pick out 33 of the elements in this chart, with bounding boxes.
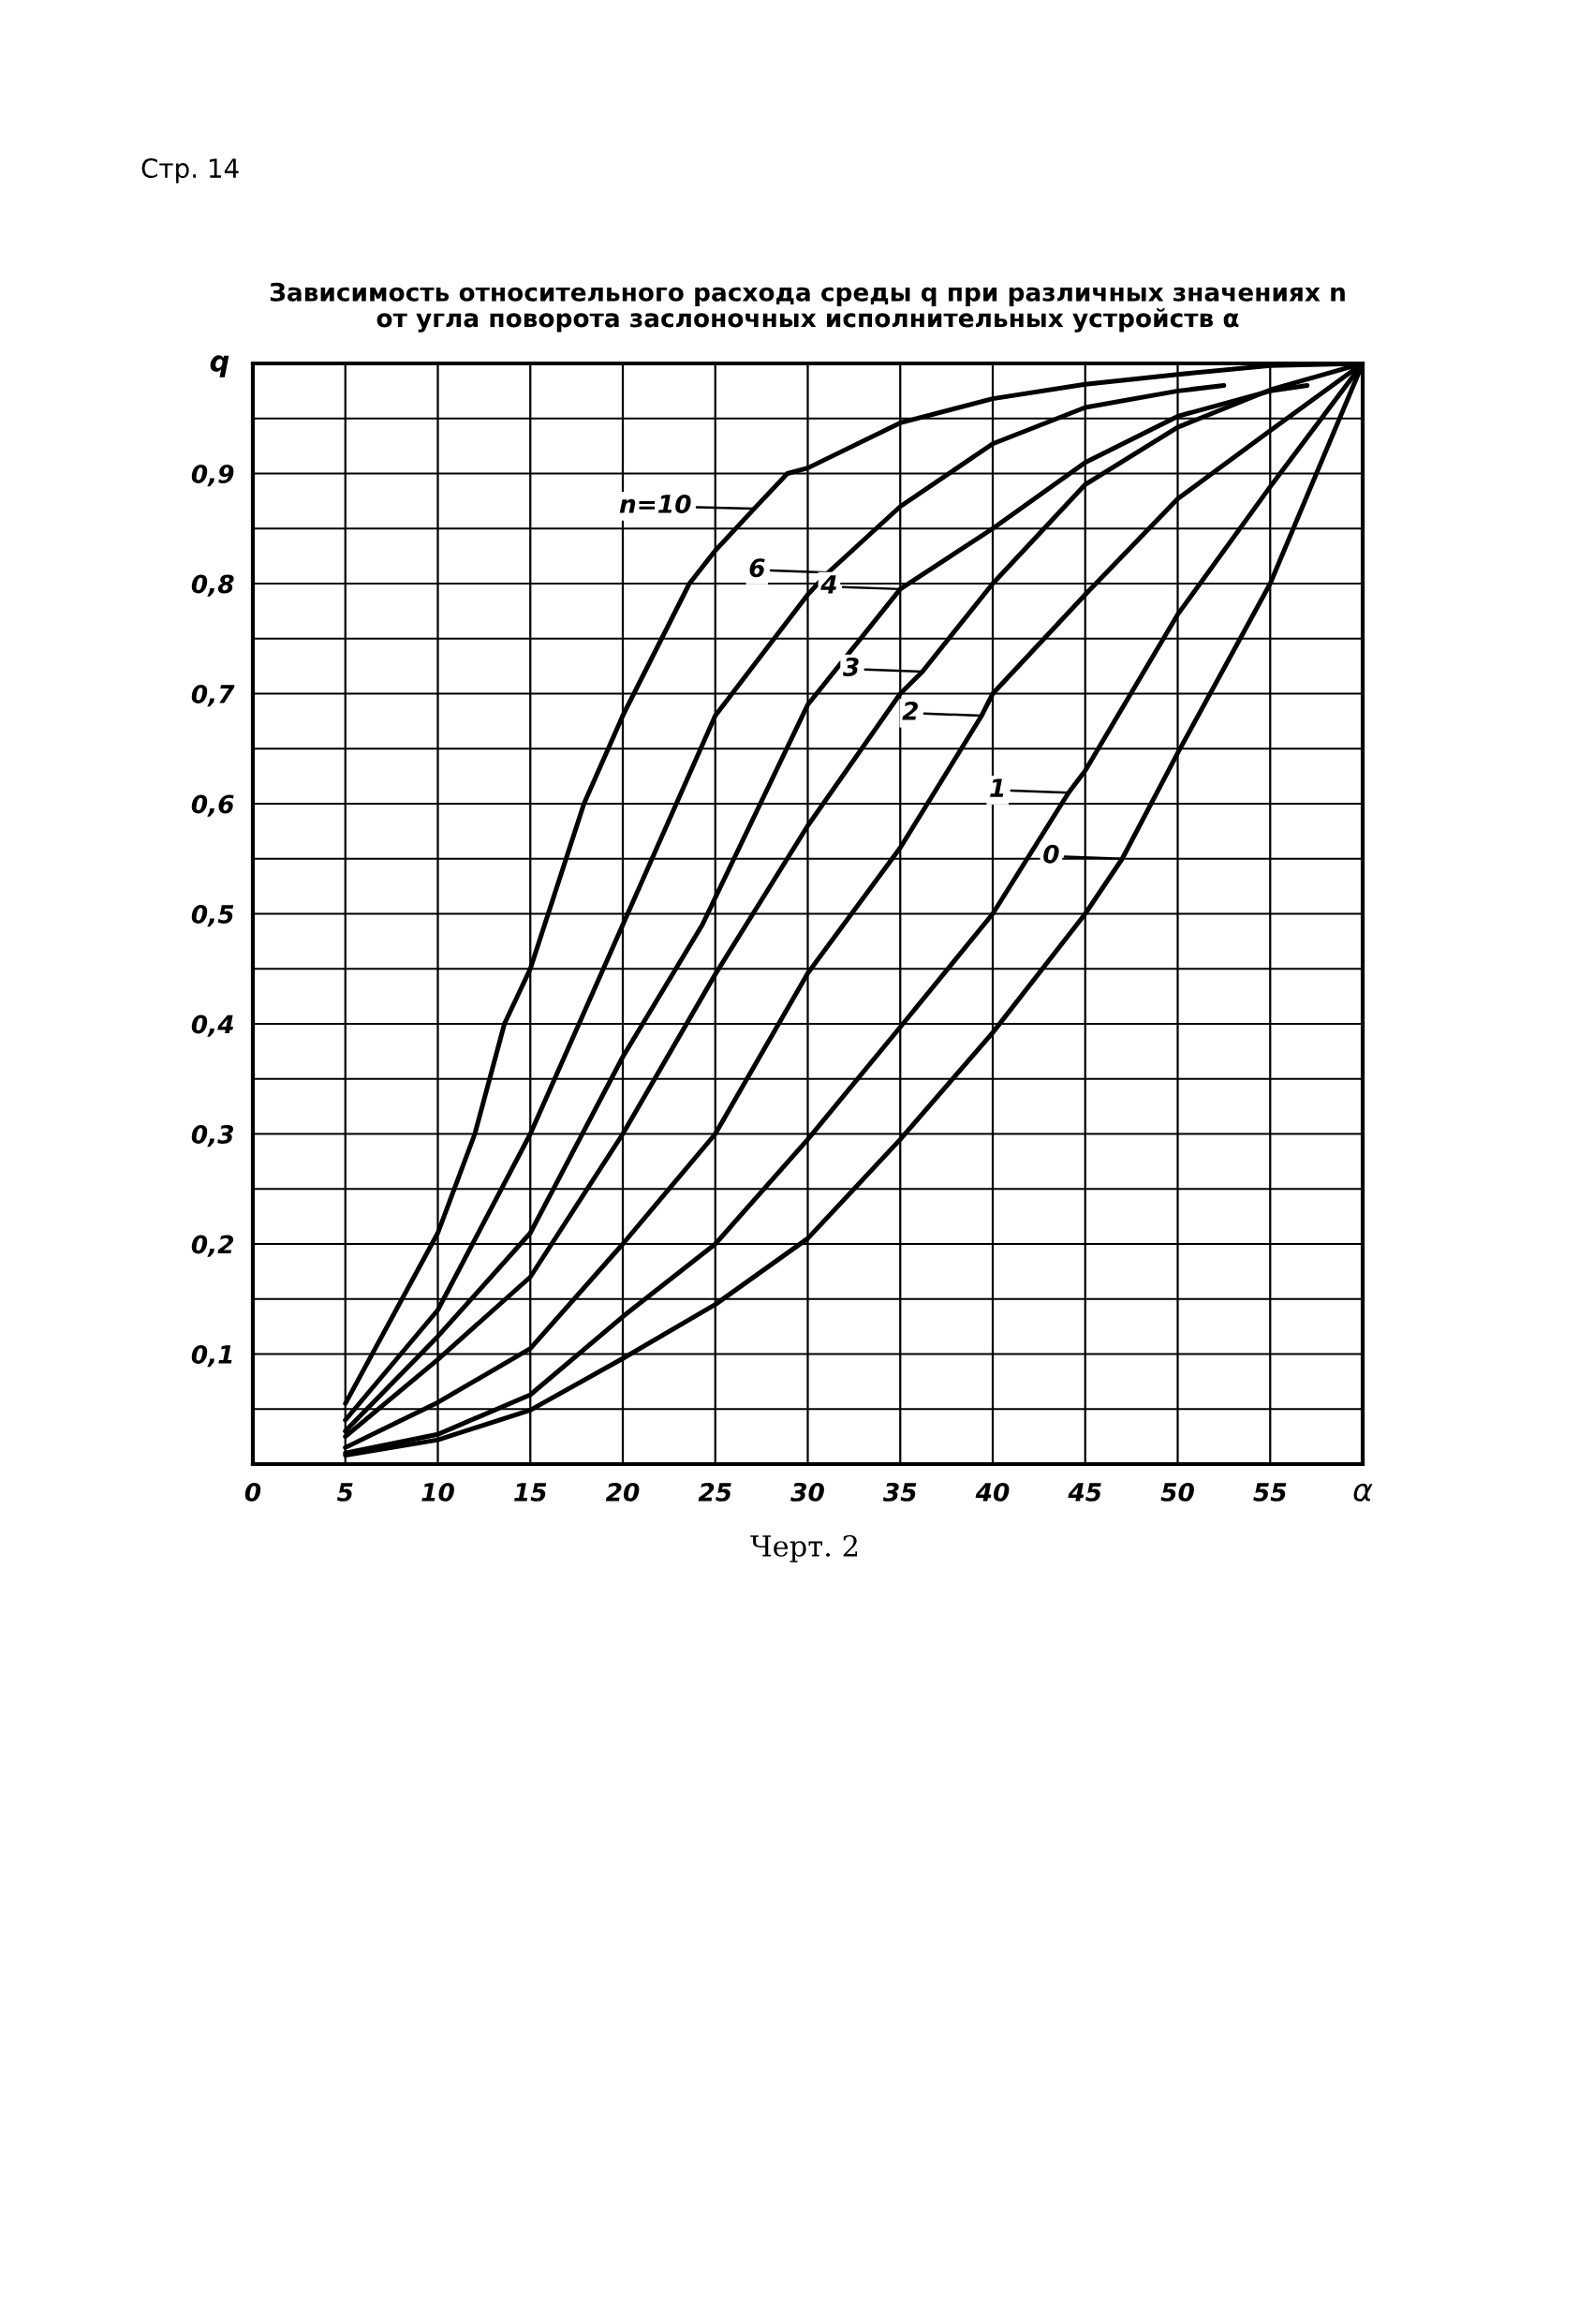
x-tick-label: 55 — [1253, 1483, 1287, 1502]
annotation: 3 — [842, 657, 859, 676]
annotation: n=10 — [619, 495, 691, 513]
x-tick-label: 50 — [1160, 1482, 1194, 1502]
text: Стр. 14 — [141, 158, 239, 184]
y-tick-label: 0,6 — [191, 794, 234, 817]
annotation: 2 — [902, 701, 919, 720]
x-tick-label: 20 — [605, 1482, 640, 1502]
x-tick-label: 30 — [790, 1482, 824, 1502]
y-tick-label: 0,1 — [191, 1344, 232, 1368]
annotation: 1 — [990, 778, 1004, 797]
y-tick-label: 0,7 — [191, 684, 235, 707]
x-tick-label: 0 — [244, 1482, 261, 1502]
x-tick-label: 25 — [698, 1482, 731, 1502]
x-tick-label: 40 — [975, 1482, 1010, 1502]
y-tick-label: 0,2 — [191, 1235, 234, 1257]
annotation: 4 — [820, 575, 836, 594]
x-axis-title: α — [1353, 1483, 1373, 1502]
x-tick-label: 10 — [421, 1482, 454, 1502]
x-tick-label: 45 — [1068, 1483, 1101, 1502]
y-axis-title: q — [210, 355, 229, 377]
x-tick-label: 35 — [882, 1482, 917, 1502]
annotation: 6 — [749, 558, 765, 578]
y-tick-label: 0,8 — [191, 574, 234, 597]
text: Черт. 2 — [750, 1534, 858, 1562]
y-tick-label: 0,3 — [191, 1124, 234, 1147]
x-tick-label: 15 — [514, 1483, 547, 1502]
x-tick-label: 5 — [336, 1483, 353, 1502]
y-tick-label: 0,9 — [191, 464, 234, 487]
chart-title: Зависимость относительного расхода среды q при различных значениях n от угла поворота заслоночных исполнительных устройств α — [270, 282, 1345, 333]
annotation: 0 — [1043, 844, 1059, 864]
y-tick-label: 0,5 — [191, 904, 234, 927]
y-tick-label: 0,4 — [191, 1014, 233, 1037]
